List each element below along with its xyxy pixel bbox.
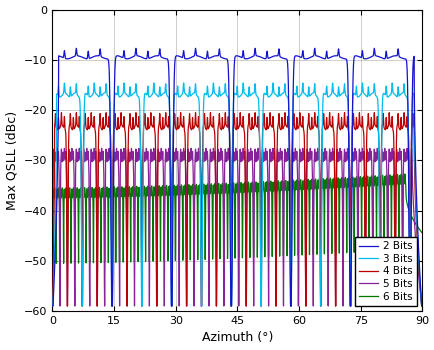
Line: 5 Bits: 5 Bits (53, 148, 421, 306)
5 Bits (153, 230, 158, 235)
5 Bits (419, 304, 424, 308)
4 Bits (140, 136, 145, 140)
3 Bits (210, 81, 216, 85)
4 Bits (419, 304, 424, 308)
6 Bits (140, 194, 145, 198)
5 Bits (140, 149, 145, 153)
X-axis label: Azimuth (°): Azimuth (°) (201, 331, 273, 344)
Y-axis label: Max QSLL (dBc): Max QSLL (dBc) (6, 111, 19, 210)
4 Bits (265, 126, 270, 130)
3 Bits (140, 158, 145, 162)
2 Bits (265, 56, 270, 61)
2 Bits (419, 304, 424, 308)
4 Bits (50, 304, 55, 308)
2 Bits (153, 54, 158, 58)
3 Bits (137, 104, 142, 108)
3 Bits (265, 95, 270, 99)
4 Bits (153, 268, 158, 272)
2 Bits (192, 46, 197, 50)
2 Bits (277, 55, 282, 59)
2 Bits (140, 56, 145, 60)
5 Bits (243, 213, 249, 217)
Line: 4 Bits: 4 Bits (53, 113, 421, 306)
Line: 2 Bits: 2 Bits (53, 48, 421, 306)
2 Bits (50, 304, 55, 308)
6 Bits (50, 261, 55, 265)
5 Bits (203, 146, 208, 150)
6 Bits (243, 184, 249, 188)
4 Bits (137, 128, 142, 132)
5 Bits (277, 147, 282, 151)
6 Bits (265, 223, 270, 227)
5 Bits (265, 278, 270, 282)
6 Bits (153, 202, 158, 206)
3 Bits (419, 304, 424, 308)
6 Bits (277, 180, 282, 184)
Legend: 2 Bits, 3 Bits, 4 Bits, 5 Bits, 6 Bits: 2 Bits, 3 Bits, 4 Bits, 5 Bits, 6 Bits (355, 237, 416, 306)
4 Bits (207, 111, 213, 115)
Line: 6 Bits: 6 Bits (53, 174, 421, 263)
6 Bits (419, 231, 424, 235)
4 Bits (243, 255, 249, 259)
3 Bits (153, 92, 158, 97)
5 Bits (137, 157, 142, 161)
6 Bits (401, 172, 407, 176)
2 Bits (243, 57, 249, 61)
Line: 3 Bits: 3 Bits (53, 83, 421, 306)
3 Bits (277, 93, 282, 98)
2 Bits (137, 54, 142, 58)
3 Bits (50, 304, 55, 308)
6 Bits (137, 194, 142, 198)
3 Bits (243, 93, 249, 98)
4 Bits (277, 127, 282, 131)
5 Bits (50, 304, 55, 308)
6 Bits (53, 261, 59, 265)
